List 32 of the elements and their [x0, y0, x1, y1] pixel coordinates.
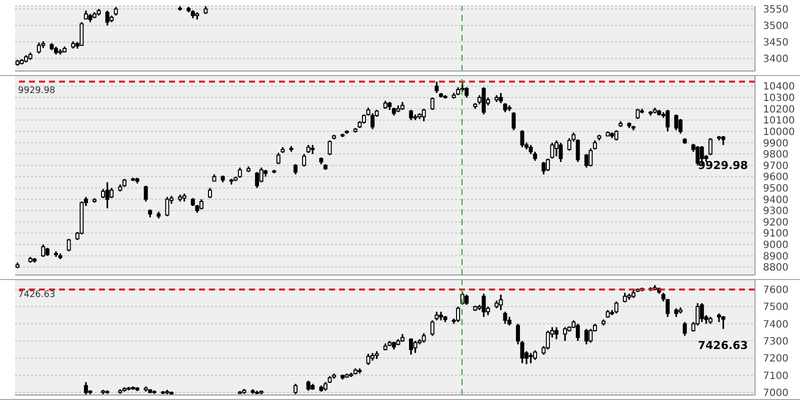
y-tick-label: 10000: [763, 126, 795, 138]
y-tick-label: 10100: [763, 116, 795, 127]
y-tick-label: 9600: [763, 172, 788, 184]
y-tick-label: 9800: [763, 150, 788, 161]
y-tick-label: 7200: [763, 354, 788, 365]
text: 7426.63: [698, 339, 748, 352]
y-tick-label: 7400: [763, 319, 788, 330]
y-tick-label: 8800: [763, 262, 788, 274]
y-tick-label: 3500: [763, 21, 788, 32]
y-tick-label: 3450: [763, 38, 788, 49]
y-tick-label: 8900: [763, 251, 788, 262]
y-tick-label: 3400: [763, 54, 788, 66]
y-tick-label: 7500: [763, 302, 788, 314]
y-tick-label: 10300: [763, 93, 795, 104]
y-tick-label: 9700: [763, 160, 788, 172]
y-tick-label: 7300: [763, 336, 788, 348]
y-tick-label: 9400: [763, 194, 788, 206]
y-tick-label: 10200: [763, 104, 795, 116]
y-tick-label: 7600: [763, 284, 788, 296]
y-tick-label: 9900: [763, 138, 788, 150]
y-tick-label: 9500: [763, 183, 788, 194]
y-tick-label: 7000: [763, 388, 788, 399]
y-tick-label: 9000: [763, 240, 788, 252]
y-tick-label: 9100: [763, 228, 788, 240]
y-tick-label: 3550: [763, 4, 788, 16]
y-tick-label: 10400: [763, 82, 795, 93]
text: 9929.98: [698, 159, 748, 172]
y-tick-label: 9300: [763, 206, 788, 218]
y-tick-label: 7100: [763, 370, 788, 382]
annotation: 9929.98: [18, 86, 56, 96]
annotation: 7426.63: [18, 290, 56, 300]
y-tick-label: 9200: [763, 217, 788, 228]
